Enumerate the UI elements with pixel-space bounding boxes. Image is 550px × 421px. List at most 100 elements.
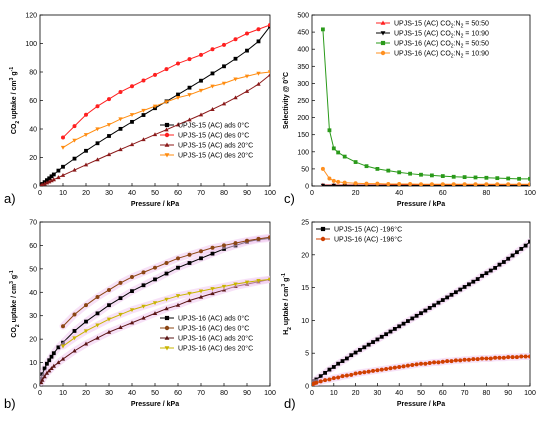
data-point [466, 357, 471, 362]
x-tick-label: 0 [310, 190, 314, 197]
x-tick-label: 10 [59, 390, 67, 397]
data-point [471, 357, 476, 362]
chart-panel-3: 0 20 40 60 80 100 0 50 100 150 200 250 300 350 400 450 5… [282, 13, 536, 209]
y-tick-label: 120 [25, 13, 37, 20]
x-axis-label: Pressure / kPa [131, 201, 179, 208]
data-point [432, 360, 437, 365]
legend-marker [380, 20, 386, 25]
y-tick-label: 70 [29, 220, 37, 227]
data-point [106, 152, 112, 157]
y-tick-label: 450 [297, 30, 309, 37]
data-point [210, 287, 215, 292]
series-line-1 [40, 237, 270, 380]
data-point [336, 179, 341, 184]
data-point [392, 327, 397, 331]
data-point [344, 356, 349, 361]
data-point [440, 298, 445, 302]
data-point [222, 42, 226, 47]
legend-label: UPJS-16 (AC) ads 0°C [178, 314, 249, 322]
data-point [375, 337, 380, 342]
data-point [440, 359, 445, 364]
data-point [379, 367, 384, 372]
data-point [495, 176, 500, 181]
data-point [430, 173, 434, 178]
data-point [397, 170, 402, 175]
legend-label: UPJS-15 (AC) des 0°C [178, 131, 249, 139]
data-point [60, 356, 66, 361]
data-point [429, 182, 434, 186]
x-tick-label: 70 [461, 390, 469, 397]
data-point [176, 92, 180, 97]
data-point [221, 81, 227, 86]
data-point [528, 182, 530, 186]
y-tick-label: 40 [29, 127, 37, 134]
data-point [245, 48, 249, 53]
legend-marker [164, 315, 170, 321]
data-point [95, 294, 100, 299]
y-tick-label: 50 [29, 266, 37, 273]
data-point [95, 157, 100, 162]
data-point [153, 277, 157, 282]
data-point [327, 367, 332, 372]
x-tick-label: 70 [197, 390, 205, 397]
data-point [175, 122, 181, 127]
x-tick-label: 50 [151, 190, 159, 197]
data-point [427, 306, 432, 310]
data-point [519, 354, 524, 359]
data-point [342, 154, 347, 159]
data-point [61, 135, 65, 140]
data-point [462, 285, 467, 289]
data-point [72, 329, 77, 333]
x-tick-label: 0 [38, 190, 42, 197]
y-tick-label: 0 [33, 184, 37, 191]
data-point [51, 363, 56, 368]
data-point [475, 277, 480, 281]
data-point [233, 56, 238, 61]
data-point [84, 112, 88, 117]
data-point [233, 77, 238, 82]
data-point [256, 236, 261, 241]
y-tick-label: 300 [297, 81, 309, 88]
data-point [480, 356, 485, 361]
x-tick-label: 70 [197, 190, 205, 197]
data-point [371, 340, 375, 344]
data-point [83, 329, 89, 334]
data-point [118, 325, 123, 330]
data-point [458, 287, 463, 292]
data-point [95, 141, 100, 146]
data-point [176, 61, 180, 66]
data-point [244, 74, 250, 79]
data-point [164, 100, 169, 105]
data-point [198, 289, 204, 294]
data-point [340, 359, 345, 363]
data-point [473, 182, 478, 186]
legend-label: UPJS-16 (AC) CO2:N2 = 10:90 [394, 50, 489, 59]
legend-label: UPJS-16 (AC) -196°C [334, 235, 402, 243]
legend-label: UPJS-15 (AC) des 20°C [178, 151, 253, 159]
data-point [256, 71, 261, 76]
data-point [493, 355, 498, 360]
data-point [362, 370, 367, 375]
y-tick-label: 350 [297, 64, 309, 71]
data-point [198, 112, 204, 117]
data-point [118, 296, 123, 301]
data-point [56, 168, 61, 173]
legend-marker [164, 346, 170, 351]
data-point [256, 39, 261, 44]
data-point [210, 291, 215, 296]
x-tick-label: 100 [264, 190, 276, 197]
y-tick-label: 20 [29, 155, 37, 162]
y-tick-label: 50 [301, 166, 309, 173]
x-tick-label: 60 [439, 190, 447, 197]
data-point [408, 171, 412, 176]
data-point [497, 355, 502, 360]
data-point [488, 268, 493, 273]
data-point [45, 361, 49, 366]
data-point [364, 181, 369, 186]
data-point [458, 358, 463, 363]
data-point [141, 283, 146, 288]
data-point [362, 345, 367, 350]
y-axis-label: CO2 uptake / cm3 g-1 [9, 67, 21, 134]
series-line-1 [312, 241, 530, 384]
data-point [349, 353, 354, 358]
